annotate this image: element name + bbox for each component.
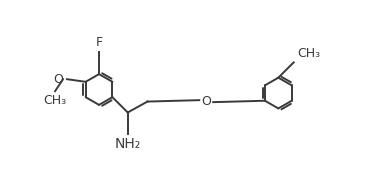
Text: O: O [53, 73, 63, 86]
Text: O: O [201, 95, 211, 108]
Text: NH₂: NH₂ [115, 137, 141, 151]
Text: CH₃: CH₃ [298, 47, 321, 60]
Text: CH₃: CH₃ [43, 94, 67, 107]
Text: F: F [96, 36, 103, 49]
